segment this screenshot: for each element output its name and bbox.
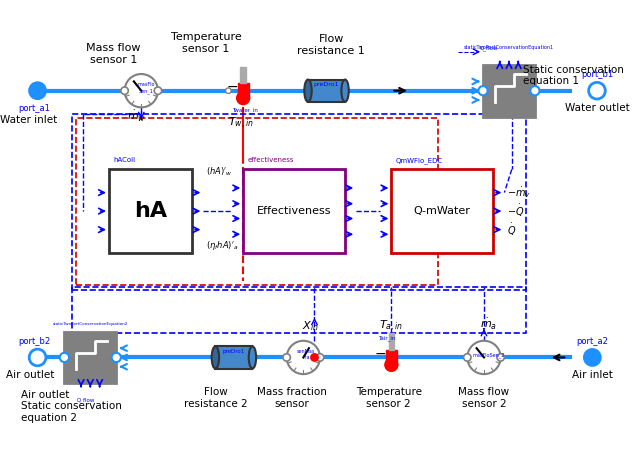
Circle shape xyxy=(121,87,128,94)
Bar xyxy=(215,346,252,369)
Bar xyxy=(386,350,397,365)
Bar xyxy=(238,83,248,98)
Text: preDro1: preDro1 xyxy=(223,349,245,354)
Text: $-\dot{Q}$: $-\dot{Q}$ xyxy=(507,203,525,219)
Bar xyxy=(483,65,535,117)
Circle shape xyxy=(589,82,605,99)
Text: −: − xyxy=(226,80,238,94)
Text: Twater_in: Twater_in xyxy=(232,107,258,113)
Text: Q_flow: Q_flow xyxy=(480,45,497,51)
Circle shape xyxy=(240,87,247,94)
Text: Tair_in: Tair_in xyxy=(378,335,396,341)
Text: Mass fraction
sensor: Mass fraction sensor xyxy=(257,387,327,409)
Text: Static conservation
equation 1: Static conservation equation 1 xyxy=(523,65,624,86)
Text: $(hA)'_w$: $(hA)'_w$ xyxy=(206,165,233,178)
Circle shape xyxy=(283,354,290,361)
Bar xyxy=(389,333,394,350)
Bar xyxy=(64,332,117,383)
Text: senMas
Fra: senMas Fra xyxy=(297,349,315,360)
Ellipse shape xyxy=(211,346,219,369)
Text: Water inlet: Water inlet xyxy=(0,115,57,125)
Text: Q-mWater: Q-mWater xyxy=(414,206,471,216)
Circle shape xyxy=(287,341,320,374)
Circle shape xyxy=(317,354,324,361)
Text: $T_{a,in}$: $T_{a,in}$ xyxy=(379,320,403,334)
Text: Air outlet
Static conservation
equation 2: Air outlet Static conservation equation … xyxy=(21,390,122,423)
Text: Flow
resistance 1: Flow resistance 1 xyxy=(297,34,365,55)
Circle shape xyxy=(154,87,162,94)
Bar xyxy=(72,287,526,333)
Text: staticTwoPortConservationEquation1: staticTwoPortConservationEquation1 xyxy=(464,45,554,50)
Text: preDro1: preDro1 xyxy=(314,82,340,87)
Text: port_b1: port_b1 xyxy=(581,70,613,79)
Circle shape xyxy=(464,354,471,361)
Circle shape xyxy=(29,82,46,99)
Text: hACoil: hACoil xyxy=(113,157,136,163)
Circle shape xyxy=(111,353,121,362)
Text: Mass flow
sensor 1: Mass flow sensor 1 xyxy=(86,43,141,65)
Circle shape xyxy=(60,353,69,362)
Bar xyxy=(308,80,345,102)
Circle shape xyxy=(311,354,318,361)
Bar xyxy=(109,170,192,253)
Text: $X_{in}$: $X_{in}$ xyxy=(303,320,319,333)
Text: Temperature
sensor 1: Temperature sensor 1 xyxy=(171,32,241,54)
Text: Temperature
sensor 2: Temperature sensor 2 xyxy=(355,387,422,409)
Bar xyxy=(76,118,438,285)
Ellipse shape xyxy=(248,346,256,369)
Text: −: − xyxy=(375,346,386,360)
Circle shape xyxy=(125,74,158,108)
Text: port_a2: port_a2 xyxy=(576,337,608,346)
Text: port_b2: port_b2 xyxy=(18,337,50,346)
Text: $\dot{m}_w$: $\dot{m}_w$ xyxy=(127,109,147,124)
Text: Q_flow: Q_flow xyxy=(76,397,95,403)
Text: $T_{w,in}$: $T_{w,in}$ xyxy=(227,116,254,130)
Text: $\dot{m}_a$: $\dot{m}_a$ xyxy=(480,316,497,332)
Ellipse shape xyxy=(304,80,311,102)
Bar xyxy=(243,170,345,253)
Ellipse shape xyxy=(341,80,348,102)
Text: Water outlet: Water outlet xyxy=(564,103,629,113)
Circle shape xyxy=(29,349,46,366)
Text: Flow
resistance 2: Flow resistance 2 xyxy=(183,387,247,409)
Text: Air outlet: Air outlet xyxy=(6,370,54,380)
Text: hA: hA xyxy=(134,201,167,221)
Text: Air inlet: Air inlet xyxy=(572,370,613,380)
Circle shape xyxy=(468,341,501,374)
Circle shape xyxy=(385,358,398,371)
Text: QmWFlo_EDC: QmWFlo_EDC xyxy=(396,157,443,164)
Text: Mass flow
sensor 2: Mass flow sensor 2 xyxy=(459,387,510,409)
Text: $\dot{Q}$: $\dot{Q}$ xyxy=(507,221,517,238)
Circle shape xyxy=(237,92,250,104)
Text: staticTwoPortConservationEquation2: staticTwoPortConservationEquation2 xyxy=(53,322,128,326)
Bar xyxy=(72,114,526,290)
Bar xyxy=(240,67,246,83)
Circle shape xyxy=(478,86,488,95)
Text: masFlo
Sen_1: masFlo Sen_1 xyxy=(137,82,155,94)
Circle shape xyxy=(497,354,505,361)
Text: masFloSen_2: masFloSen_2 xyxy=(473,352,505,357)
Text: $-\dot{m}_v$: $-\dot{m}_v$ xyxy=(507,185,531,200)
Text: Effectiveness: Effectiveness xyxy=(257,206,331,216)
Circle shape xyxy=(584,349,601,366)
Text: port_a1: port_a1 xyxy=(18,104,50,113)
Bar xyxy=(391,170,493,253)
Text: effectiveness: effectiveness xyxy=(248,157,294,163)
Text: $(\eta_f hA)'_a$: $(\eta_f hA)'_a$ xyxy=(206,239,238,252)
Circle shape xyxy=(388,354,395,361)
Circle shape xyxy=(225,88,231,94)
Circle shape xyxy=(530,86,540,95)
